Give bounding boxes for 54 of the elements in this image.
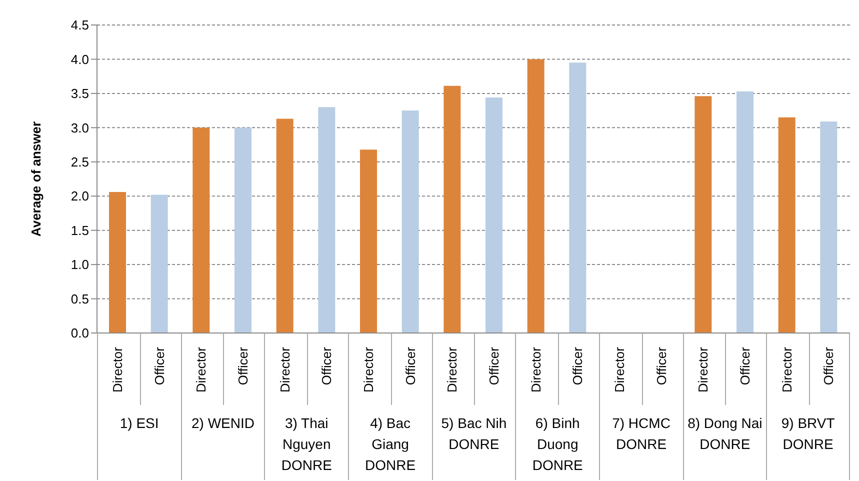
text: 4) Bac Giang DONRE	[364, 414, 417, 475]
bar	[527, 59, 544, 333]
text: 8) Dong Nai DONRE	[686, 414, 764, 454]
text: 3) Thai Nguyen DONRE	[280, 414, 333, 475]
y-tick-label: 3.0	[70, 120, 89, 136]
text: 2) WENID	[190, 414, 256, 433]
y-tick-label: 1.5	[70, 222, 89, 238]
x-tick-label: Director	[110, 346, 125, 393]
bar	[444, 86, 461, 333]
y-tick-label: 0.5	[70, 291, 89, 306]
bar	[569, 62, 586, 333]
bar	[150, 194, 168, 333]
bar	[192, 128, 210, 333]
y-tick-label: 4.0	[70, 52, 89, 67]
x-tick-label: Officer	[737, 346, 752, 386]
y-axis-title: Average of answer	[28, 121, 44, 237]
x-tick-label: Officer	[235, 346, 250, 386]
y-tick-label: 4.5	[70, 18, 89, 33]
bar	[694, 96, 712, 333]
bar	[234, 128, 252, 333]
bar	[778, 117, 796, 333]
x-tick-label: Director	[696, 346, 711, 393]
x-tick-label: Officer	[319, 346, 334, 386]
x-tick-label: Director	[360, 346, 376, 393]
y-tick-label: 1.0	[70, 257, 89, 272]
bar	[109, 192, 126, 333]
x-tick-label: Officer	[486, 346, 502, 386]
y-tick-label: 3.5	[70, 86, 89, 102]
x-tick-label: Director	[277, 346, 292, 393]
x-tick-label: Officer	[570, 346, 586, 386]
text: 1) ESI	[118, 414, 160, 433]
text: 6) Binh Duong DONRE	[531, 414, 584, 475]
x-tick-label: Director	[612, 346, 627, 393]
bar	[360, 150, 377, 333]
text: 9) BRVT DONRE	[780, 414, 836, 454]
bar	[318, 107, 336, 333]
bar	[276, 118, 294, 333]
y-tick-label: 0.0	[70, 326, 89, 341]
x-tick-label: Officer	[654, 346, 669, 386]
x-tick-label: Director	[194, 346, 209, 393]
bar	[820, 122, 838, 333]
text: 7) HCMC DONRE	[611, 414, 672, 454]
text: 5) Bac Nih DONRE	[440, 414, 508, 454]
x-tick-label: Director	[779, 346, 794, 393]
x-tick-label: Officer	[152, 346, 167, 386]
x-tick-label: Officer	[402, 346, 418, 386]
bar	[402, 110, 419, 333]
x-tick-label: Officer	[821, 346, 836, 386]
x-tick-label: Director	[444, 346, 460, 393]
bar	[736, 91, 754, 333]
x-tick-label: Director	[528, 346, 544, 393]
bar	[486, 98, 502, 333]
y-tick-label: 2.5	[70, 154, 89, 170]
y-tick-label: 2.0	[70, 188, 89, 204]
